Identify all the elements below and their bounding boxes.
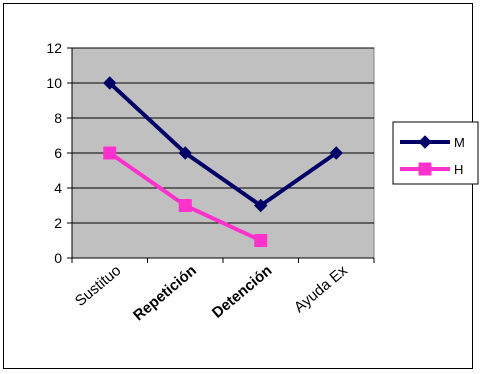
y-tick-label: 2 xyxy=(54,215,62,231)
data-point-H xyxy=(103,146,117,160)
data-point-M xyxy=(103,76,117,90)
legend-marker xyxy=(418,135,432,149)
legend-marker xyxy=(418,162,432,176)
x-category-label: Sustituo xyxy=(72,262,124,310)
y-tick-label: 12 xyxy=(46,40,62,56)
legend-label: M xyxy=(454,135,465,150)
data-point-M xyxy=(178,146,192,160)
data-point-M xyxy=(254,198,268,213)
legend-label: H xyxy=(454,162,463,177)
y-tick-label: 0 xyxy=(54,250,62,266)
legend-box xyxy=(392,121,479,185)
y-tick-label: 8 xyxy=(54,110,62,126)
x-category-label: Repetición xyxy=(130,262,200,324)
x-category-label: Ayuda Ex xyxy=(291,262,351,316)
data-point-M xyxy=(329,146,343,160)
y-tick-label: 10 xyxy=(46,75,62,91)
data-point-H xyxy=(178,199,192,212)
y-tick-label: 4 xyxy=(54,180,62,196)
series-line-M xyxy=(108,81,338,208)
data-point-H xyxy=(254,234,268,247)
y-tick-label: 6 xyxy=(54,145,62,161)
x-category-label: Detención xyxy=(209,262,275,322)
